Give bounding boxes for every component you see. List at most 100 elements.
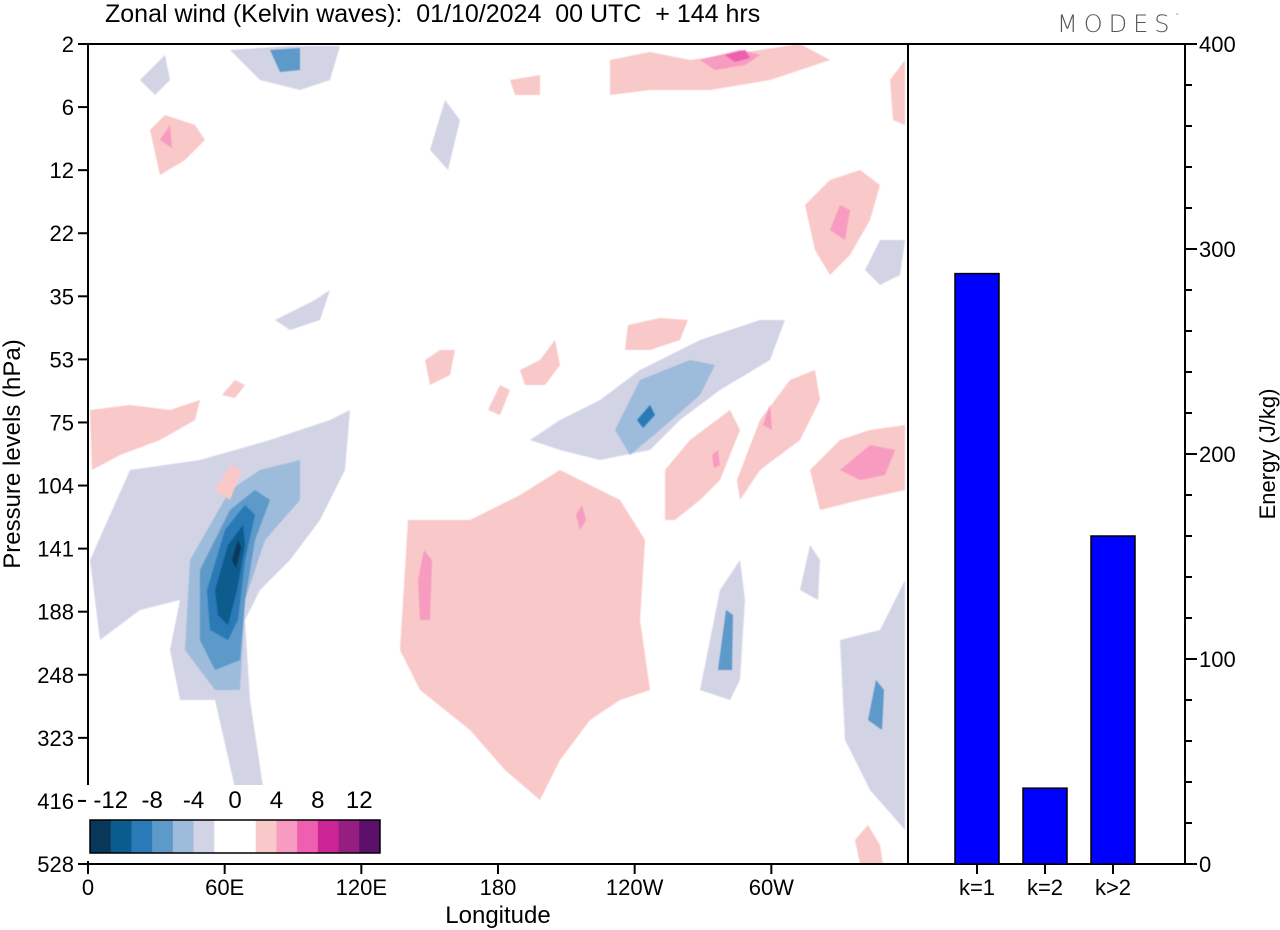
colorbar-swatch xyxy=(214,820,236,853)
contour-region xyxy=(737,370,820,500)
y-tick-label: 528 xyxy=(37,852,74,877)
bar-panel-frame xyxy=(908,43,1186,865)
brand-mark: ° xyxy=(1175,12,1179,20)
contour-region xyxy=(610,44,830,95)
colorbar-swatch xyxy=(90,820,112,853)
contour-region xyxy=(868,680,884,730)
longitude-axis: 0 60E 120E 180 120W 60W xyxy=(82,864,794,900)
contour-region xyxy=(700,560,745,700)
contour-region xyxy=(418,550,432,620)
energy-tick-label: 200 xyxy=(1199,442,1236,467)
contour-region xyxy=(576,505,586,530)
contour-region xyxy=(430,100,460,170)
contour-region xyxy=(425,350,455,385)
colorbar-swatch xyxy=(255,820,277,853)
x-tick-label: 0 xyxy=(82,875,94,900)
colorbar-label: -12 xyxy=(93,787,128,814)
contour-region xyxy=(712,450,720,468)
brand-logo: MODES° xyxy=(1057,10,1179,38)
colorbar-swatch xyxy=(297,820,319,853)
y-tick-label: 6 xyxy=(62,95,74,120)
contour-region xyxy=(718,610,733,670)
contour-region xyxy=(840,445,895,480)
colorbar-swatch xyxy=(338,820,360,853)
contour-region xyxy=(520,340,560,385)
y-tick-label: 141 xyxy=(37,537,74,562)
contour-region xyxy=(150,115,205,175)
colorbar-label: -8 xyxy=(141,787,162,814)
colorbar-swatch xyxy=(235,820,257,853)
contour-region xyxy=(232,540,241,568)
x-tick-label: 120E xyxy=(336,875,387,900)
chart-title: Zonal wind (Kelvin waves): 01/10/2024 00… xyxy=(105,0,761,28)
colorbar-label: 0 xyxy=(228,787,241,814)
y-tick-label: 75 xyxy=(50,410,74,435)
colorbar-label: -4 xyxy=(183,787,204,814)
contour-region xyxy=(637,405,655,428)
contour-region xyxy=(800,545,820,600)
y-tick-label: 104 xyxy=(37,474,74,499)
y-tick-label: 35 xyxy=(50,284,74,309)
colorbar-label: 8 xyxy=(311,787,324,814)
colorbar-swatch xyxy=(131,820,153,853)
energy-bar xyxy=(1022,787,1068,865)
contour-region xyxy=(90,400,200,470)
pressure-axis: 2 6 12 22 35 53 75 104 141 188 248 323 416 528 xyxy=(37,32,88,877)
contour-region xyxy=(275,290,330,330)
y-tick-label: 248 xyxy=(37,663,74,688)
y-tick-label: 12 xyxy=(50,158,74,183)
energy-tick-label: 300 xyxy=(1199,237,1236,262)
bar-category-label: k=1 xyxy=(959,875,995,900)
y-tick-label: 53 xyxy=(50,347,74,372)
contour-region xyxy=(855,825,883,864)
contour-region xyxy=(890,60,905,125)
y-tick-label: 22 xyxy=(50,221,74,246)
energy-tick-label: 0 xyxy=(1199,852,1211,877)
y-axis-label: Pressure levels (hPa) xyxy=(0,339,26,568)
brand-text: MODES xyxy=(1057,10,1176,38)
colorbar-swatch xyxy=(317,820,339,853)
colorbar-swatch xyxy=(152,820,174,853)
contour-region xyxy=(140,55,170,95)
contour-region xyxy=(615,360,715,455)
y-tick-label: 188 xyxy=(37,600,74,625)
contour-region xyxy=(488,385,510,415)
colorbar-frame xyxy=(89,819,381,854)
colorbar-label: 12 xyxy=(346,787,373,814)
colorbar-legend: -12 -8 -4 0 4 8 12 xyxy=(86,785,384,861)
contour-region xyxy=(270,48,300,72)
contour-region xyxy=(725,50,750,62)
colorbar-swatch xyxy=(172,820,194,853)
energy-axis-label: Energy (J/kg) xyxy=(1255,389,1280,520)
contour-region xyxy=(160,125,172,148)
contour-region xyxy=(222,380,245,398)
bar-category-label: k=2 xyxy=(1027,875,1063,900)
contour-region xyxy=(763,405,772,430)
colorbar-swatch xyxy=(276,820,298,853)
x-axis-label: Longitude xyxy=(445,902,550,929)
contour-region xyxy=(830,205,850,240)
contour-region xyxy=(625,318,688,350)
energy-tick-label: 100 xyxy=(1199,647,1236,672)
bar-category-label: k>2 xyxy=(1095,875,1131,900)
contour-region xyxy=(215,465,242,500)
colorbar-swatch xyxy=(110,820,132,853)
contour-region xyxy=(865,240,905,285)
hovmoller-heatmap xyxy=(90,44,905,864)
colorbar-swatch xyxy=(359,820,381,853)
contour-region xyxy=(665,410,740,520)
energy-axis: 0 100 200 300 400 xyxy=(1185,32,1236,877)
contour-region xyxy=(510,75,540,95)
colorbar-swatch xyxy=(193,820,215,853)
x-tick-label: 120W xyxy=(606,875,664,900)
energy-bar xyxy=(1090,535,1136,865)
y-tick-label: 2 xyxy=(62,32,74,57)
energy-bars: k=1 k=2 k>2 xyxy=(954,272,1136,900)
energy-tick-label: 400 xyxy=(1199,32,1236,57)
x-tick-label: 60W xyxy=(749,875,794,900)
energy-bar xyxy=(954,272,1000,865)
x-tick-label: 180 xyxy=(480,875,517,900)
y-tick-label: 323 xyxy=(37,726,74,751)
contour-region xyxy=(400,470,650,800)
